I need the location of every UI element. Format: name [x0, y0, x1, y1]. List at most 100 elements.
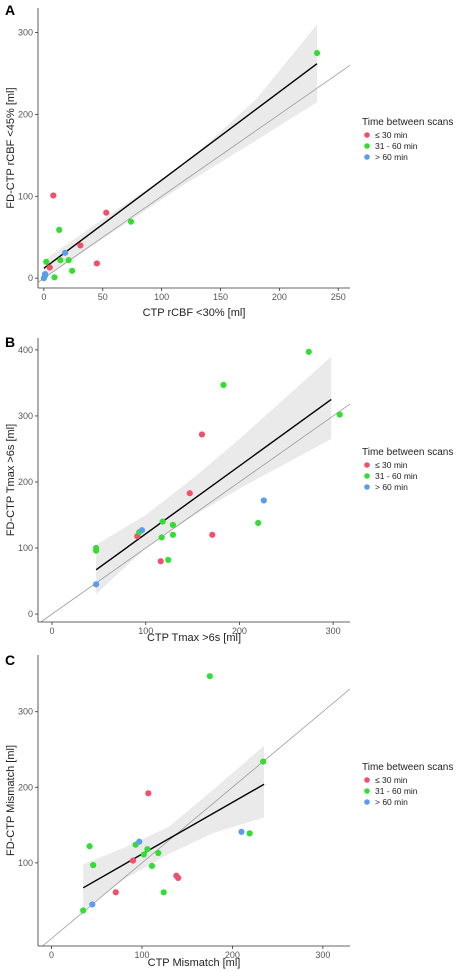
- x-axis-label: CTP rCBF <30% [ml]: [143, 307, 246, 319]
- data-point: [305, 348, 312, 355]
- panel-C: C 0 100 200 300 100 200 300 CTP Mismatch [ml] FD-…: [5, 652, 453, 969]
- legend-title: Time between scans: [362, 447, 453, 458]
- x-tick-label: 0: [49, 950, 54, 960]
- y-axis-label: FD-CTP Mismatch [ml]: [5, 745, 17, 856]
- panel-letter: A: [5, 2, 15, 18]
- legend-swatch: [364, 462, 370, 468]
- x-tick-label: 0: [50, 626, 55, 636]
- legend-swatch: [364, 132, 370, 138]
- legend-entry: ≤ 30 min: [375, 460, 408, 470]
- identity-line: [38, 64, 350, 283]
- legend-title: Time between scans: [362, 762, 453, 773]
- x-axis-label: CTP Tmax >6s [ml]: [147, 632, 241, 644]
- x-tick-label: 0: [41, 292, 46, 302]
- legend-swatch: [364, 788, 370, 794]
- data-point: [90, 862, 97, 869]
- data-point: [169, 521, 177, 529]
- plot-area: [40, 348, 350, 622]
- legend-entry: ≤ 30 min: [375, 775, 408, 785]
- x-tick-label: 100: [154, 292, 169, 302]
- data-point: [260, 758, 267, 765]
- x-tick-label: 200: [272, 292, 287, 302]
- x-tick-label: 100: [138, 626, 153, 636]
- y-tick-label: 300: [18, 707, 33, 717]
- data-point: [175, 874, 182, 882]
- legend-swatch: [364, 777, 370, 783]
- data-point: [65, 257, 72, 264]
- y-axis-label: FD-CTP rCBF <45% [ml]: [5, 87, 17, 208]
- data-point: [51, 274, 58, 281]
- legend-title: Time between scans: [362, 117, 453, 128]
- data-point: [56, 226, 63, 233]
- legend-swatch: [364, 143, 370, 149]
- data-point: [140, 851, 147, 858]
- x-tick-label: 100: [134, 950, 149, 960]
- legend-entry: > 60 min: [375, 797, 408, 807]
- y-tick-label: 300: [18, 411, 33, 421]
- x-tick-label: 200: [225, 950, 240, 960]
- data-point: [77, 242, 84, 249]
- data-point: [43, 258, 50, 265]
- legend-entry: > 60 min: [375, 152, 408, 162]
- x-tick-label: 300: [326, 626, 341, 636]
- data-point: [206, 673, 213, 680]
- data-point: [148, 862, 156, 869]
- regression-line: [43, 63, 318, 269]
- y-tick-label: 200: [18, 782, 33, 792]
- data-point: [157, 558, 164, 565]
- y-tick-label: 300: [18, 28, 33, 38]
- confidence-band: [96, 356, 332, 595]
- plot-area: [42, 673, 350, 946]
- data-point: [61, 249, 69, 256]
- legend-swatch: [364, 484, 370, 490]
- data-point: [127, 218, 135, 225]
- x-tick-label: 200: [232, 626, 247, 636]
- y-axis-label: FD-CTP Tmax >6s [ml]: [5, 424, 17, 536]
- data-point: [92, 581, 100, 588]
- data-point: [313, 49, 321, 57]
- data-point: [260, 497, 267, 504]
- legend-swatch: [364, 473, 370, 479]
- data-point: [169, 531, 177, 538]
- data-point: [89, 901, 96, 908]
- data-point: [93, 260, 100, 267]
- y-tick-label: 100: [18, 191, 33, 201]
- data-point: [198, 431, 206, 438]
- y-tick-label: 100: [18, 543, 33, 553]
- x-tick-label: 50: [98, 292, 108, 302]
- legend-swatch: [364, 799, 370, 805]
- data-point: [238, 828, 245, 835]
- confidence-band: [83, 745, 265, 910]
- legend-entry: ≤ 30 min: [375, 130, 408, 140]
- data-point: [103, 209, 110, 216]
- legend-entry: 31 - 60 min: [375, 471, 418, 481]
- x-tick-label: 250: [331, 292, 346, 302]
- panel-A: A 0 50 100 150 200 250 0 100 200 300 CTP rCBF <30% …: [5, 2, 453, 319]
- confidence-band: [43, 24, 318, 279]
- x-axis-label: CTP Mismatch [ml]: [148, 957, 241, 969]
- data-point: [92, 547, 100, 554]
- identity-line: [40, 403, 350, 622]
- panel-letter: B: [5, 334, 15, 350]
- data-point: [50, 192, 57, 199]
- regression-line: [82, 783, 265, 889]
- data-point: [209, 531, 216, 538]
- data-point: [86, 843, 93, 850]
- legend-swatch: [364, 154, 370, 160]
- data-point: [144, 846, 151, 853]
- data-point: [186, 490, 193, 497]
- data-point: [255, 519, 262, 527]
- regression-line: [95, 398, 332, 571]
- panel-B: B 0 100 200 300 0 100 200 300 400 CTP Tmax >6s [ml…: [5, 334, 453, 644]
- y-tick-label: 0: [28, 609, 33, 619]
- data-point: [138, 527, 146, 534]
- data-point: [40, 275, 47, 282]
- data-point: [80, 907, 87, 914]
- legend-entry: > 60 min: [375, 482, 408, 492]
- plot-area: [38, 24, 350, 283]
- data-point: [159, 518, 166, 525]
- y-tick-label: 200: [18, 109, 33, 119]
